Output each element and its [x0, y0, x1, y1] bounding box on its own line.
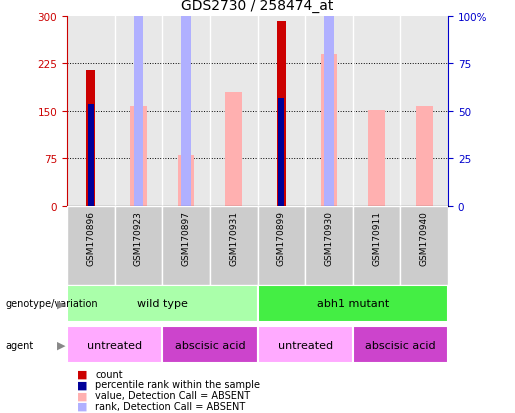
Bar	[368, 110, 385, 206]
Bar	[87, 70, 95, 206]
Text: untreated: untreated	[278, 340, 333, 350]
Text: count: count	[95, 369, 123, 379]
Bar	[134, 0, 143, 206]
Bar	[226, 93, 242, 206]
Bar	[321, 55, 337, 206]
Text: abh1 mutant: abh1 mutant	[317, 299, 389, 309]
Text: ■: ■	[77, 380, 88, 389]
Text: genotype/variation: genotype/variation	[5, 299, 98, 309]
FancyBboxPatch shape	[210, 206, 258, 285]
Text: GSM170930: GSM170930	[324, 211, 333, 265]
FancyBboxPatch shape	[353, 326, 448, 363]
Bar	[416, 107, 433, 206]
FancyBboxPatch shape	[162, 326, 258, 363]
FancyBboxPatch shape	[67, 206, 114, 285]
FancyBboxPatch shape	[67, 285, 258, 322]
Text: abscisic acid: abscisic acid	[175, 340, 245, 350]
Text: GSM170911: GSM170911	[372, 211, 381, 265]
Text: ■: ■	[77, 390, 88, 400]
Title: GDS2730 / 258474_at: GDS2730 / 258474_at	[181, 0, 334, 13]
FancyBboxPatch shape	[258, 206, 305, 285]
Text: ▶: ▶	[57, 340, 66, 350]
FancyBboxPatch shape	[353, 206, 401, 285]
FancyBboxPatch shape	[258, 326, 353, 363]
FancyBboxPatch shape	[114, 206, 162, 285]
Text: ■: ■	[77, 401, 88, 411]
Text: ▶: ▶	[57, 299, 66, 309]
Text: agent: agent	[5, 340, 33, 350]
FancyBboxPatch shape	[162, 206, 210, 285]
Text: GSM170896: GSM170896	[87, 211, 95, 265]
Bar	[279, 99, 284, 206]
Text: ■: ■	[77, 369, 88, 379]
FancyBboxPatch shape	[258, 285, 448, 322]
Bar	[181, 0, 191, 206]
Text: percentile rank within the sample: percentile rank within the sample	[95, 380, 260, 389]
Text: value, Detection Call = ABSENT: value, Detection Call = ABSENT	[95, 390, 250, 400]
Text: abscisic acid: abscisic acid	[365, 340, 436, 350]
Bar	[88, 105, 94, 206]
Bar	[324, 0, 334, 206]
Text: GSM170931: GSM170931	[229, 211, 238, 265]
Bar	[178, 156, 194, 206]
Text: rank, Detection Call = ABSENT: rank, Detection Call = ABSENT	[95, 401, 246, 411]
Text: GSM170940: GSM170940	[420, 211, 428, 265]
FancyBboxPatch shape	[401, 206, 448, 285]
Text: GSM170923: GSM170923	[134, 211, 143, 265]
Bar	[277, 21, 286, 206]
FancyBboxPatch shape	[305, 206, 353, 285]
Bar	[130, 107, 147, 206]
FancyBboxPatch shape	[67, 326, 162, 363]
Text: wild type: wild type	[137, 299, 187, 309]
Text: GSM170897: GSM170897	[182, 211, 191, 265]
Text: GSM170899: GSM170899	[277, 211, 286, 265]
Text: untreated: untreated	[87, 340, 142, 350]
